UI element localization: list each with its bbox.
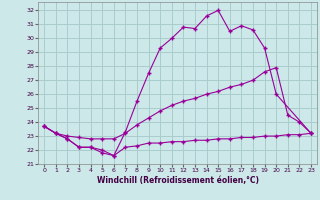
X-axis label: Windchill (Refroidissement éolien,°C): Windchill (Refroidissement éolien,°C) [97, 176, 259, 185]
